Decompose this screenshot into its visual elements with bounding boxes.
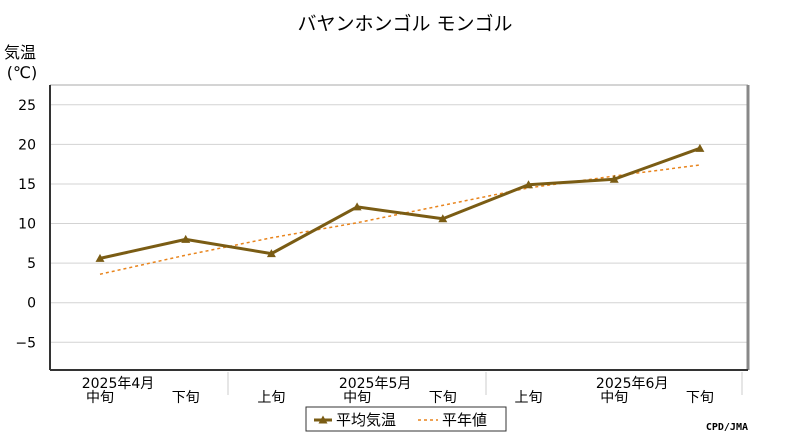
data-point-avg xyxy=(266,249,276,258)
y-tick-label: 25 xyxy=(18,98,36,114)
data-point-avg xyxy=(524,180,533,189)
x-tick-label: 中旬 xyxy=(86,390,114,406)
y-tick-label: 20 xyxy=(18,137,36,153)
data-point-avg xyxy=(438,214,448,223)
y-tick-labels: −5 0 5 10 15 20 25 xyxy=(15,98,36,351)
series-lines xyxy=(95,143,705,275)
data-point-avg xyxy=(181,234,191,243)
data-point-avg xyxy=(95,253,105,262)
x-tick-label: 上旬 xyxy=(257,390,285,406)
y-axis-label: 気温 xyxy=(4,43,36,62)
chart-title: バヤンホンゴル モンゴル xyxy=(297,13,512,35)
legend-label-normal: 平年値 xyxy=(442,411,487,429)
legend-box xyxy=(305,406,507,432)
series-line-normal xyxy=(99,164,700,275)
x-month-label: 2025年6月 xyxy=(596,376,669,392)
x-tick-label: 上旬 xyxy=(515,390,543,406)
x-month-label: 2025年4月 xyxy=(82,376,155,392)
credit-label: CPD/JMA xyxy=(706,422,748,433)
data-point-avg xyxy=(609,174,619,183)
x-tick-labels: 中旬 下旬 上旬 中旬 下旬 上旬 中旬 下旬 2025年4月 2025年5月 2025年6月 xyxy=(82,376,714,406)
y-axis-unit: (℃) xyxy=(7,63,37,82)
legend-marker-avg xyxy=(318,415,328,424)
series-line-avg xyxy=(99,146,701,260)
data-point-avg xyxy=(352,202,362,211)
x-tick-label: 下旬 xyxy=(172,390,200,406)
y-tick-label: −5 xyxy=(15,335,36,351)
gridlines xyxy=(50,104,748,343)
y-tick-label: 10 xyxy=(18,217,36,233)
x-tick-label: 中旬 xyxy=(600,390,628,406)
legend: 平均気温 平年値 xyxy=(305,406,507,432)
x-month-label: 2025年5月 xyxy=(339,376,412,392)
x-tick-label: 中旬 xyxy=(343,390,371,406)
plot-frame xyxy=(49,84,750,395)
data-point-avg xyxy=(695,143,705,152)
legend-label-avg: 平均気温 xyxy=(336,411,396,429)
y-tick-label: 0 xyxy=(27,296,36,312)
x-tick-label: 下旬 xyxy=(429,390,457,406)
y-tick-label: 15 xyxy=(18,177,36,193)
y-tick-label: 5 xyxy=(27,256,36,272)
x-tick-label: 下旬 xyxy=(686,390,714,406)
